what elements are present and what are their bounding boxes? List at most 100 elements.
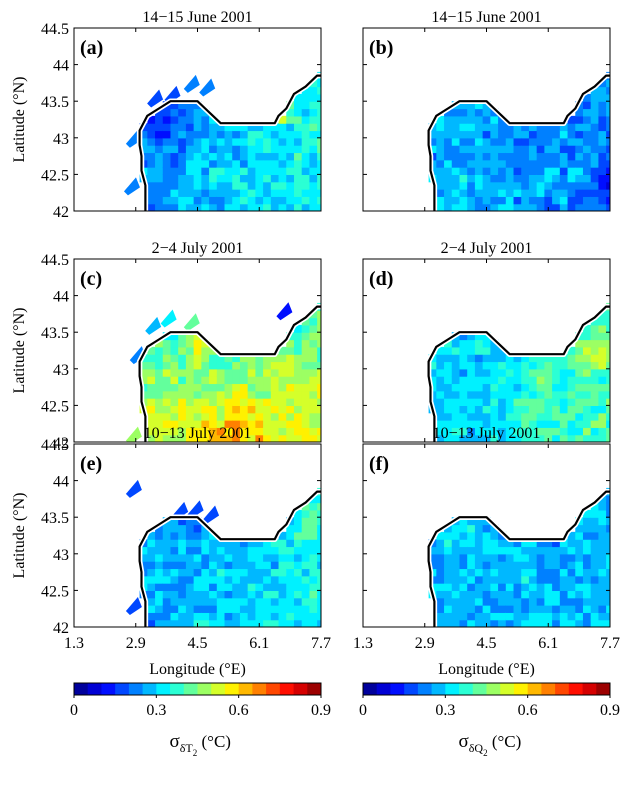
field-cell <box>224 174 233 183</box>
field-cell <box>544 167 553 175</box>
field-cell <box>505 427 515 436</box>
field-cell <box>436 612 445 621</box>
field-cell <box>270 412 280 421</box>
field-cell <box>193 339 202 348</box>
field-cell <box>278 145 287 154</box>
field-cell <box>201 531 210 540</box>
field-cell <box>474 575 484 584</box>
field-cell <box>193 167 202 175</box>
field-cell <box>528 152 538 161</box>
field-cell <box>436 189 445 197</box>
field-cell <box>575 434 584 442</box>
field-cell <box>521 546 530 555</box>
field-cell <box>436 376 445 385</box>
colorbar-tick-label: 0.3 <box>435 702 455 719</box>
field-cell <box>575 405 584 414</box>
field-cell <box>467 346 476 355</box>
field-cell <box>567 568 576 577</box>
field-cell <box>444 145 453 154</box>
field-cell <box>224 561 233 570</box>
field-cell <box>590 583 600 591</box>
field-cell <box>309 159 318 168</box>
field-cell <box>559 568 569 577</box>
field-cell <box>170 546 179 555</box>
field-cell <box>193 539 202 548</box>
field-cell <box>598 495 607 504</box>
field-cell <box>263 398 272 406</box>
field-cell <box>528 583 538 591</box>
field-cell <box>513 137 522 146</box>
field-cell <box>263 354 272 363</box>
field-cell <box>536 561 545 570</box>
field-cell <box>216 539 226 548</box>
field-cell <box>505 174 515 183</box>
field-cell <box>575 361 584 370</box>
field-cell <box>451 137 461 146</box>
field-cell <box>286 376 295 385</box>
field-cell <box>155 398 164 406</box>
field-cell <box>528 368 538 377</box>
field-cell <box>582 427 592 436</box>
field-cell <box>598 108 607 117</box>
field-cell <box>239 174 249 183</box>
field-cell <box>239 575 249 584</box>
field-cell <box>193 108 202 117</box>
field-cell <box>474 108 484 117</box>
field-cell <box>317 361 321 370</box>
field-cell <box>567 167 576 175</box>
field-cell <box>239 583 249 591</box>
field-cell <box>490 376 499 385</box>
field-cell <box>216 612 226 621</box>
field-cell <box>444 152 453 161</box>
field-cell <box>552 152 561 161</box>
field-cell <box>536 546 545 555</box>
field-cell <box>474 612 484 621</box>
field-cell <box>255 189 264 197</box>
field-cell <box>286 583 295 591</box>
field-cell <box>286 203 295 211</box>
field-cell <box>209 434 218 442</box>
panel-d: 2−4 July 2001(d) <box>362 240 611 443</box>
field-cell <box>459 531 468 540</box>
field-cell <box>270 354 280 363</box>
field-cell <box>559 420 569 428</box>
field-cell <box>482 561 491 570</box>
field-cell <box>459 539 468 548</box>
field-cell <box>209 612 218 621</box>
field-cell <box>178 145 187 154</box>
field-cell <box>247 167 256 175</box>
field-cell <box>598 346 607 355</box>
field-cell <box>147 420 156 428</box>
field-cell <box>544 196 553 205</box>
field-cell <box>301 539 311 548</box>
field-cell <box>582 108 592 117</box>
field-cell <box>505 539 515 548</box>
field-cell <box>224 130 233 139</box>
field-cell <box>528 420 538 428</box>
field-cell <box>301 339 311 348</box>
field-cell <box>536 590 545 599</box>
field-cell <box>482 152 491 161</box>
field-cell <box>567 546 576 555</box>
field-cell <box>201 137 210 146</box>
y-axis-label: Latitude (°N) <box>11 77 28 163</box>
field-cell <box>575 412 584 421</box>
field-cell <box>301 346 311 355</box>
field-cell <box>575 524 584 533</box>
field-cell <box>598 368 607 377</box>
field-cell <box>606 590 610 599</box>
field-cell <box>536 575 545 584</box>
field-cell <box>598 590 607 599</box>
field-cell <box>567 174 576 183</box>
field-cell <box>247 159 256 168</box>
field-cell <box>451 524 461 533</box>
field-cell <box>147 354 156 363</box>
field-cell <box>528 539 538 548</box>
field-cell <box>239 619 249 627</box>
field-cell <box>482 346 491 355</box>
field-cell <box>598 159 607 168</box>
field-cell <box>521 137 530 146</box>
field-cell <box>224 152 233 161</box>
field-cell <box>263 546 272 555</box>
field-cell <box>451 605 461 613</box>
